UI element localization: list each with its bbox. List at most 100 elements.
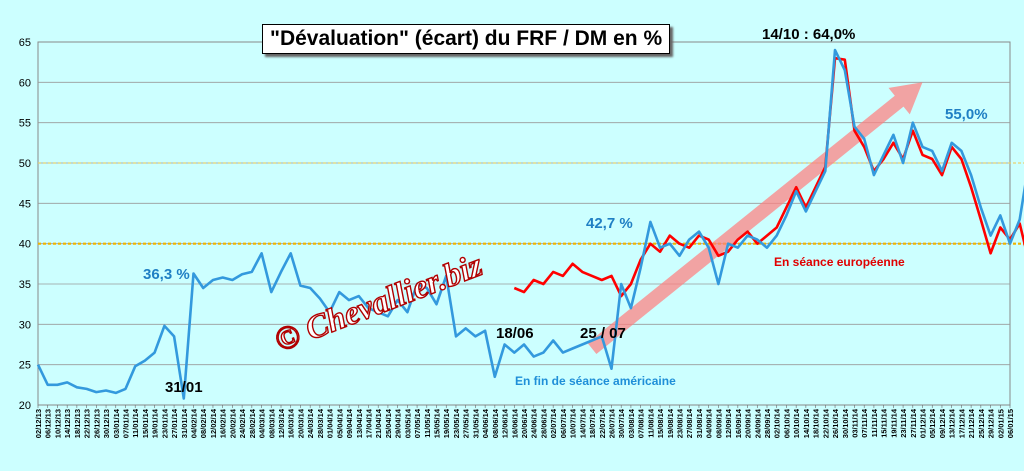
y-tick-label: 55 [19, 118, 31, 130]
y-tick-label: 20 [19, 400, 31, 412]
x-tick-label: 16/06/14 [510, 408, 519, 438]
x-tick-label: 27/08/14 [685, 408, 694, 438]
x-tick-label: 03/08/14 [627, 408, 636, 438]
x-tick-label: 07/11/14 [860, 408, 869, 438]
x-tick-label: 12/06/14 [501, 408, 510, 438]
label-42-7: 42,7 % [586, 215, 633, 232]
x-tick-label: 23/01/14 [160, 408, 169, 438]
x-tick-label: 25/04/14 [384, 408, 393, 438]
x-tick-label: 12/02/14 [209, 408, 218, 438]
x-tick-label: 23/05/14 [452, 408, 461, 438]
y-tick-label: 25 [19, 360, 31, 372]
x-tick-label: 31/01/14 [180, 408, 189, 438]
x-tick-label: 18/12/13 [73, 409, 82, 438]
x-tick-label: 28/06/14 [539, 408, 548, 438]
label-31-01: 31/01 [165, 379, 203, 396]
x-tick-label: 15/05/14 [433, 408, 442, 438]
x-tick-label: 04/03/14 [258, 408, 267, 438]
y-tick-label: 60 [19, 77, 31, 89]
x-tick-label: 12/09/14 [724, 408, 733, 438]
x-tick-label: 01/12/14 [919, 408, 928, 438]
x-tick-label: 15/01/14 [141, 408, 150, 438]
series-line-european-session [513, 56, 1024, 298]
label-peak: 14/10 : 64,0% [762, 26, 855, 43]
x-tick-label: 05/12/14 [928, 408, 937, 438]
x-tick-label: 10/10/14 [792, 408, 801, 438]
x-tick-label: 20/06/14 [520, 408, 529, 438]
x-tick-label: 30/07/14 [617, 408, 626, 438]
label-eu-session: En séance européenne [774, 255, 905, 269]
x-tick-label: 06/12/13 [44, 409, 53, 438]
x-tick-label: 13/04/14 [355, 408, 364, 438]
x-tick-label: 20/03/14 [296, 408, 305, 438]
x-axis: 02/12/13 06/12/13 10/12/13 14/12/13 18/12/13… [34, 405, 1015, 438]
x-tick-label: 30/10/14 [841, 408, 850, 438]
x-tick-label: 31/05/14 [471, 408, 480, 438]
x-tick-label: 19/05/14 [442, 408, 451, 438]
grid-lines [37, 41, 1011, 406]
x-tick-label: 24/09/14 [753, 408, 762, 438]
chart-title: "Dévaluation" (écart) du FRF / DM en % [262, 24, 671, 54]
label-18-06: 18/06 [496, 325, 534, 342]
x-tick-label: 12/03/14 [277, 408, 286, 438]
x-tick-label: 27/01/14 [170, 408, 179, 438]
x-tick-label: 01/04/14 [326, 408, 335, 438]
x-tick-label: 03/11/14 [850, 408, 859, 438]
x-tick-label: 11/11/14 [870, 408, 879, 437]
x-tick-label: 24/06/14 [530, 408, 539, 438]
x-tick-label: 09/12/14 [938, 408, 947, 438]
x-tick-label: 18/07/14 [588, 408, 597, 438]
y-tick-label: 65 [19, 37, 31, 49]
x-tick-label: 20/09/14 [744, 408, 753, 438]
x-tick-label: 25/12/14 [977, 408, 986, 438]
x-tick-label: 03/01/14 [112, 408, 121, 438]
x-tick-label: 14/07/14 [578, 408, 587, 438]
x-tick-label: 23/08/14 [676, 408, 685, 438]
x-tick-label: 26/12/13 [92, 409, 101, 438]
x-tick-label: 06/07/14 [559, 408, 568, 438]
x-tick-label: 03/05/14 [403, 408, 412, 438]
x-tick-label: 24/02/14 [238, 408, 247, 438]
x-tick-label: 28/03/14 [316, 408, 325, 438]
x-tick-label: 09/04/14 [345, 408, 354, 438]
x-tick-label: 27/05/14 [462, 408, 471, 438]
y-tick-label: 35 [19, 279, 31, 291]
x-tick-label: 16/09/14 [734, 408, 743, 438]
y-axis: 20 25 30 35 40 45 50 55 60 65 [19, 37, 31, 412]
x-tick-label: 19/11/14 [889, 408, 898, 438]
x-tick-label: 06/01/15 [1006, 409, 1015, 438]
y-tick-label: 45 [19, 198, 31, 210]
x-tick-label: 04/02/14 [190, 408, 199, 438]
x-tick-label: 22/12/13 [83, 409, 92, 438]
x-tick-label: 05/04/14 [335, 408, 344, 438]
series-lines [36, 48, 1024, 400]
label-us-session: En fin de séance américaine [515, 374, 676, 388]
x-tick-label: 26/07/14 [607, 408, 616, 438]
x-tick-label: 11/01/14 [131, 408, 140, 438]
y-tick-label: 30 [19, 319, 31, 331]
x-tick-label: 31/08/14 [695, 408, 704, 438]
x-tick-label: 15/08/14 [656, 408, 665, 438]
x-tick-label: 17/12/14 [957, 408, 966, 438]
x-tick-label: 24/03/14 [306, 408, 315, 438]
series-line-american-close [36, 48, 1024, 400]
x-tick-label: 27/11/14 [909, 408, 918, 438]
x-tick-label: 23/11/14 [899, 408, 908, 438]
x-tick-label: 08/03/14 [267, 408, 276, 438]
x-tick-label: 30/12/13 [102, 409, 111, 438]
x-tick-label: 26/10/14 [831, 408, 840, 438]
label-25-07: 25 / 07 [580, 325, 626, 342]
label-36-3: 36,3 % [143, 266, 190, 283]
x-tick-label: 10/12/13 [53, 409, 62, 438]
x-tick-label: 02/01/15 [996, 409, 1005, 438]
x-tick-label: 16/03/14 [287, 408, 296, 438]
x-tick-label: 08/06/14 [491, 408, 500, 438]
x-tick-label: 02/07/14 [549, 408, 558, 438]
x-tick-label: 20/02/14 [228, 408, 237, 438]
x-tick-label: 28/09/14 [763, 408, 772, 438]
x-tick-label: 08/09/14 [714, 408, 723, 438]
x-tick-label: 07/08/14 [637, 408, 646, 438]
x-tick-label: 04/09/14 [705, 408, 714, 438]
x-tick-label: 18/10/14 [812, 408, 821, 438]
